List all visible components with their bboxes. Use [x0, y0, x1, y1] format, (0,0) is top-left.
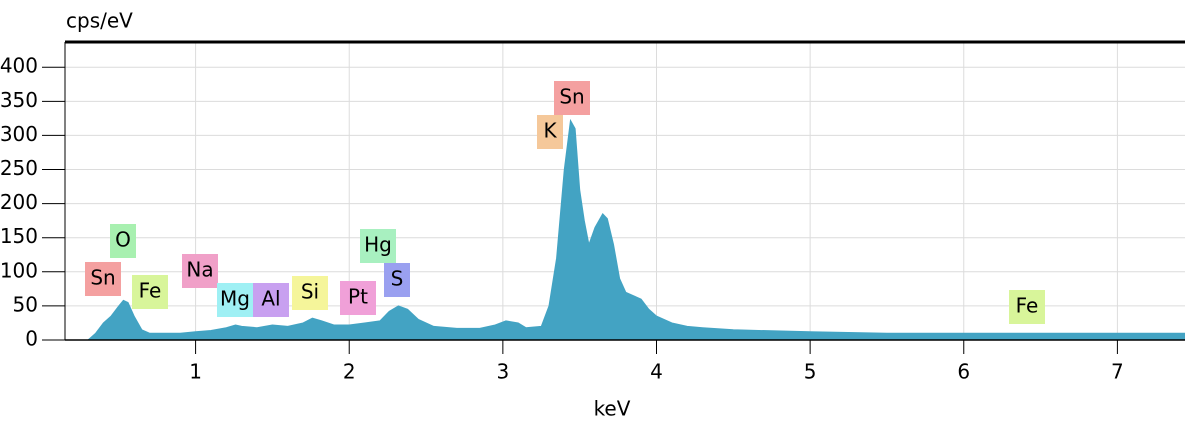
y-tick-label: 400: [0, 54, 38, 78]
annotation: Al: [261, 287, 280, 311]
annotation: Fe: [1016, 294, 1039, 318]
annotation-box: [292, 276, 328, 310]
annotation-box: [85, 262, 121, 296]
y-tick-label: 100: [0, 258, 38, 282]
y-tick-label: 300: [0, 122, 38, 146]
y-tick-label: 0: [25, 327, 38, 351]
y-tick-label: 250: [0, 156, 38, 180]
annotation-box: [110, 224, 136, 258]
annotation: Sn: [90, 266, 115, 290]
annotation: Si: [301, 280, 319, 304]
x-tick-label: 2: [343, 360, 356, 384]
annotation: Na: [186, 258, 213, 282]
spectrum: [86, 118, 1185, 341]
x-tick-label: 7: [1111, 360, 1124, 384]
annotation: Fe: [139, 279, 162, 303]
x-tick-label: 3: [496, 360, 509, 384]
annotation-box: [182, 254, 218, 288]
y-tick-label: 350: [0, 88, 38, 112]
annotation-box: [340, 281, 376, 315]
y-axis-label: cps/eV: [66, 9, 133, 33]
annotation: K: [543, 119, 557, 143]
x-tick-label: 5: [804, 360, 817, 384]
annotation-box: [253, 283, 289, 317]
y-tick-label: 200: [0, 190, 38, 214]
annotation: Mg: [220, 287, 250, 311]
x-tick-label: 1: [189, 360, 202, 384]
annotation: Sn: [559, 85, 584, 109]
annotation-box: [217, 283, 253, 317]
annotation-box: [132, 275, 168, 309]
annotation: S: [391, 267, 404, 291]
y-tick-label: 150: [0, 224, 38, 248]
y-tick-label: 50: [13, 292, 38, 316]
annotation: O: [115, 228, 131, 252]
annotation-box: [554, 81, 590, 115]
annotation: Pt: [348, 285, 368, 309]
annotation-box: [537, 115, 563, 149]
annotation-box: [360, 229, 396, 263]
x-tick-label: 6: [957, 360, 970, 384]
x-axis-label: keV: [594, 397, 631, 421]
annotation: Hg: [364, 233, 392, 257]
x-tick-label: 4: [650, 360, 663, 384]
annotation-box: [1009, 290, 1045, 324]
annotation-box: [384, 263, 410, 297]
